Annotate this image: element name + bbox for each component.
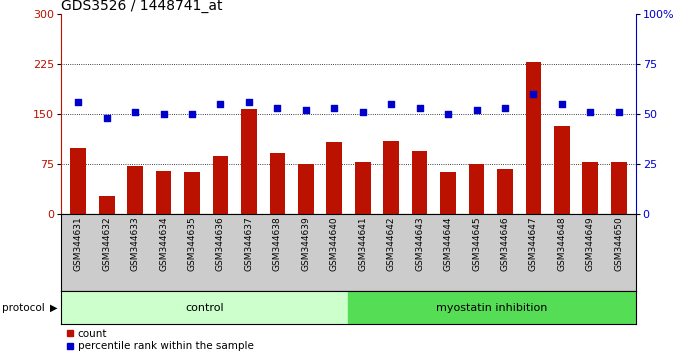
Text: GSM344645: GSM344645: [472, 217, 481, 271]
Point: [613, 109, 624, 115]
Text: GSM344640: GSM344640: [330, 217, 339, 271]
Point: [414, 105, 425, 111]
Text: GSM344635: GSM344635: [188, 217, 197, 271]
Bar: [355, 162, 371, 214]
Bar: [469, 164, 484, 214]
Point: [101, 115, 112, 121]
Bar: [298, 164, 313, 214]
Bar: [526, 62, 541, 214]
Bar: [71, 148, 86, 214]
Text: GSM344639: GSM344639: [301, 217, 310, 271]
Text: GSM344637: GSM344637: [244, 217, 254, 271]
Bar: [156, 171, 171, 214]
Text: GSM344648: GSM344648: [558, 217, 566, 271]
Text: GSM344632: GSM344632: [102, 217, 112, 271]
Point: [585, 109, 596, 115]
Point: [73, 99, 84, 105]
Text: GSM344644: GSM344644: [443, 217, 453, 271]
Text: GDS3526 / 1448741_at: GDS3526 / 1448741_at: [61, 0, 222, 13]
Bar: [583, 162, 598, 214]
Point: [329, 105, 340, 111]
Legend: count, percentile rank within the sample: count, percentile rank within the sample: [67, 329, 254, 351]
Text: GSM344647: GSM344647: [529, 217, 538, 271]
Point: [528, 91, 539, 97]
Text: ▶: ▶: [50, 303, 57, 313]
Point: [215, 101, 226, 107]
Point: [186, 111, 197, 117]
Text: myostatin inhibition: myostatin inhibition: [437, 303, 548, 313]
Text: control: control: [186, 303, 224, 313]
Text: GSM344633: GSM344633: [131, 217, 139, 271]
Bar: [127, 166, 143, 214]
Point: [243, 99, 254, 105]
Bar: [497, 169, 513, 214]
Point: [158, 111, 169, 117]
Text: GSM344636: GSM344636: [216, 217, 225, 271]
Point: [556, 101, 567, 107]
Point: [386, 101, 396, 107]
Bar: [440, 172, 456, 214]
Point: [471, 107, 482, 113]
Bar: [269, 153, 285, 214]
Text: GSM344634: GSM344634: [159, 217, 168, 271]
Bar: [61, 291, 348, 324]
Bar: [326, 142, 342, 214]
Bar: [99, 195, 114, 214]
Point: [443, 111, 454, 117]
Bar: [348, 291, 636, 324]
Bar: [611, 162, 626, 214]
Point: [357, 109, 368, 115]
Text: GSM344642: GSM344642: [387, 217, 396, 271]
Bar: [384, 141, 399, 214]
Text: GSM344649: GSM344649: [585, 217, 595, 271]
Point: [301, 107, 311, 113]
Text: GSM344641: GSM344641: [358, 217, 367, 271]
Text: protocol: protocol: [2, 303, 45, 313]
Text: GSM344643: GSM344643: [415, 217, 424, 271]
Bar: [412, 151, 428, 214]
Bar: [213, 155, 228, 214]
Bar: [184, 172, 200, 214]
Point: [130, 109, 141, 115]
Point: [272, 105, 283, 111]
Text: GSM344646: GSM344646: [500, 217, 509, 271]
Bar: [554, 126, 570, 214]
Text: GSM344638: GSM344638: [273, 217, 282, 271]
Point: [500, 105, 511, 111]
Text: GSM344650: GSM344650: [614, 217, 624, 271]
Text: GSM344631: GSM344631: [73, 217, 83, 271]
Bar: [241, 109, 257, 214]
